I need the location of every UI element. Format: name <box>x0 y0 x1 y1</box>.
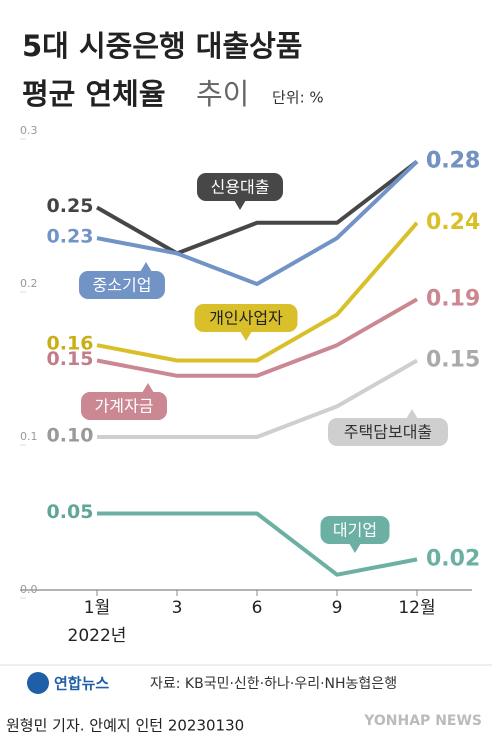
series-line <box>96 160 419 286</box>
legend-box <box>194 304 298 332</box>
legend-box <box>81 392 167 420</box>
y-tick-label: 0.0 <box>20 583 38 596</box>
value-label: 0.25 <box>47 195 94 217</box>
legend-label: 주택담보대출 <box>344 423 432 442</box>
x-tick-label: 9 <box>332 598 343 618</box>
value-label: 0.10 <box>47 425 94 447</box>
logo: 연합뉴스 <box>54 675 109 693</box>
legend-box <box>328 418 448 446</box>
y-tick-label: 0.1 <box>20 430 38 443</box>
legend-label: 중소기업 <box>93 276 152 295</box>
legend-pointer <box>406 409 418 419</box>
credit: 원형민 기자. 안예지 인턴 20230130 <box>6 717 244 735</box>
series-line <box>96 297 418 378</box>
value-label: 0.23 <box>47 226 94 248</box>
series-line <box>96 221 419 363</box>
y-tick-label: 0.2 <box>20 277 38 290</box>
legend-box <box>197 173 283 201</box>
source: 자료: KB국민·신한·하나·우리·NH농협은행 <box>150 676 397 692</box>
legend-box <box>79 271 165 299</box>
x-tick-label: 3 <box>172 598 183 618</box>
value-label: 0.02 <box>426 546 480 571</box>
value-label: 0.16 <box>47 333 94 355</box>
unit-label: 단위: % <box>272 89 324 107</box>
value-label: 0.15 <box>426 348 480 373</box>
watermark: YONHAP NEWS <box>363 713 482 729</box>
legend-pointer <box>140 262 152 272</box>
x-tick-label: 6 <box>252 598 263 618</box>
legend-box <box>320 516 390 544</box>
legend-pointer <box>240 331 252 341</box>
series-line <box>96 160 419 256</box>
chart-title: 5대 시중은행 대출상품 <box>22 29 303 63</box>
legend-pointer <box>142 383 154 393</box>
series-line <box>97 511 418 577</box>
value-label: 0.28 <box>426 149 480 174</box>
legend-pointer <box>234 200 246 210</box>
value-label: 0.15 <box>47 348 94 370</box>
value-label: 0.05 <box>47 501 94 523</box>
series-line <box>97 358 418 439</box>
chart-title: 추이 <box>196 77 249 111</box>
value-label: 0.19 <box>426 286 480 311</box>
y-tick-label: 0.3 <box>20 124 38 137</box>
legend-pointer <box>349 543 361 553</box>
x-tick-label: 1월 <box>84 598 110 618</box>
legend-label: 개인사업자 <box>209 309 283 328</box>
year-label: 2022년 <box>68 626 127 646</box>
value-label: 0.28 <box>426 149 480 174</box>
logo-icon <box>27 672 49 694</box>
chart-title: 평균 연체율 <box>22 77 166 111</box>
value-label: 0.24 <box>426 210 480 235</box>
x-tick-label: 12월 <box>398 598 435 618</box>
legend-label: 가계자금 <box>95 397 154 416</box>
legend-label: 신용대출 <box>211 178 270 197</box>
legend-label: 대기업 <box>333 521 377 540</box>
